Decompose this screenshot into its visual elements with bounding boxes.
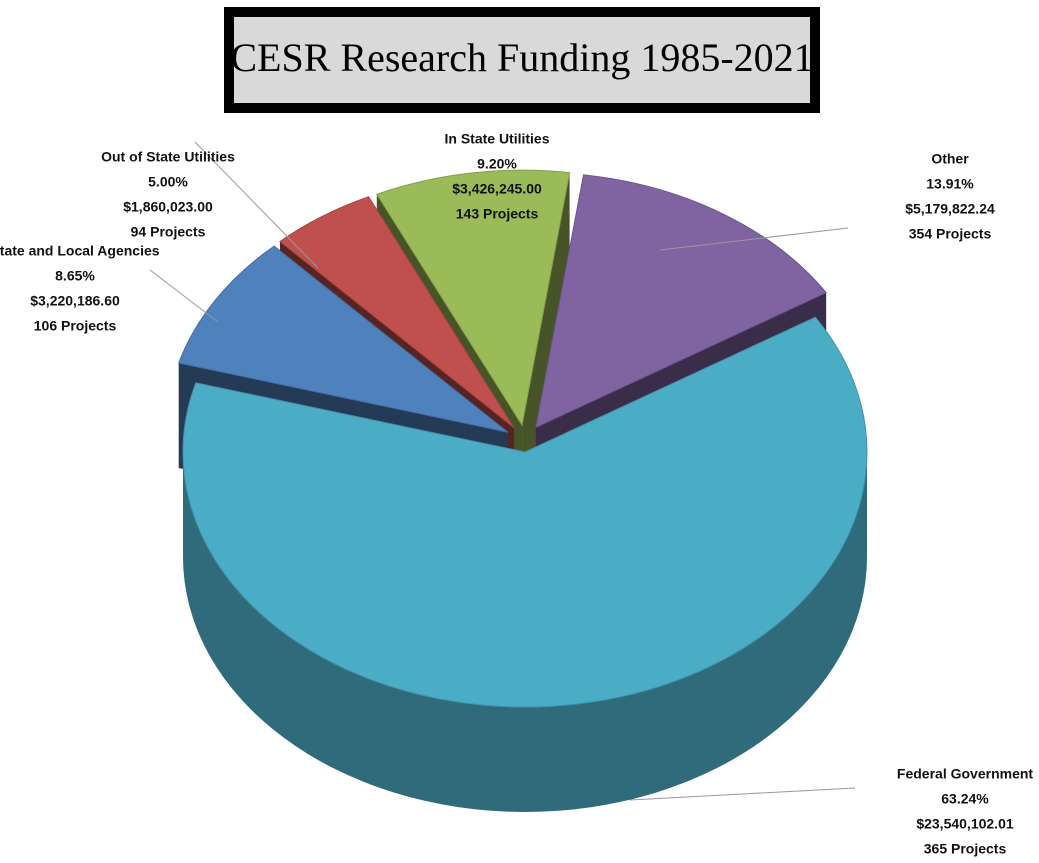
data-label: Federal Government — [897, 766, 1033, 782]
slice-side — [183, 452, 867, 812]
chart-title: CESR Research Funding 1985-2021 — [230, 35, 813, 80]
data-label: $1,860,023.00 — [123, 199, 213, 215]
slice — [535, 174, 828, 429]
data-label: 365 Projects — [924, 841, 1007, 857]
data-label: In State Utilities — [444, 131, 549, 147]
data-label: 143 Projects — [456, 206, 539, 222]
leader-line — [629, 787, 856, 801]
data-label: State and Local Agencies — [0, 243, 160, 259]
data-label: 9.20% — [477, 156, 517, 172]
data-label: 5.00% — [148, 174, 188, 190]
data-label: 94 Projects — [131, 224, 206, 240]
data-label: 63.24% — [941, 791, 989, 807]
data-label: $5,179,822.24 — [905, 201, 995, 217]
slice — [178, 245, 509, 433]
leader-line — [194, 141, 319, 269]
slice — [279, 196, 515, 428]
title-box — [224, 7, 820, 113]
slice-wall — [522, 172, 570, 531]
data-label: $23,540,102.01 — [916, 816, 1014, 832]
slice — [376, 169, 571, 427]
data-label: 13.91% — [926, 176, 974, 192]
leader-line — [149, 269, 219, 323]
data-label: Other — [931, 151, 969, 167]
data-label: $3,426,245.00 — [452, 181, 542, 197]
data-label: Out of State Utilities — [101, 149, 235, 165]
data-label: 106 Projects — [34, 318, 117, 334]
leader-line — [659, 227, 849, 251]
data-label: $3,220,186.60 — [30, 293, 120, 309]
data-label: 8.65% — [55, 268, 95, 284]
data-label: 354 Projects — [909, 226, 992, 242]
slice — [182, 316, 868, 708]
